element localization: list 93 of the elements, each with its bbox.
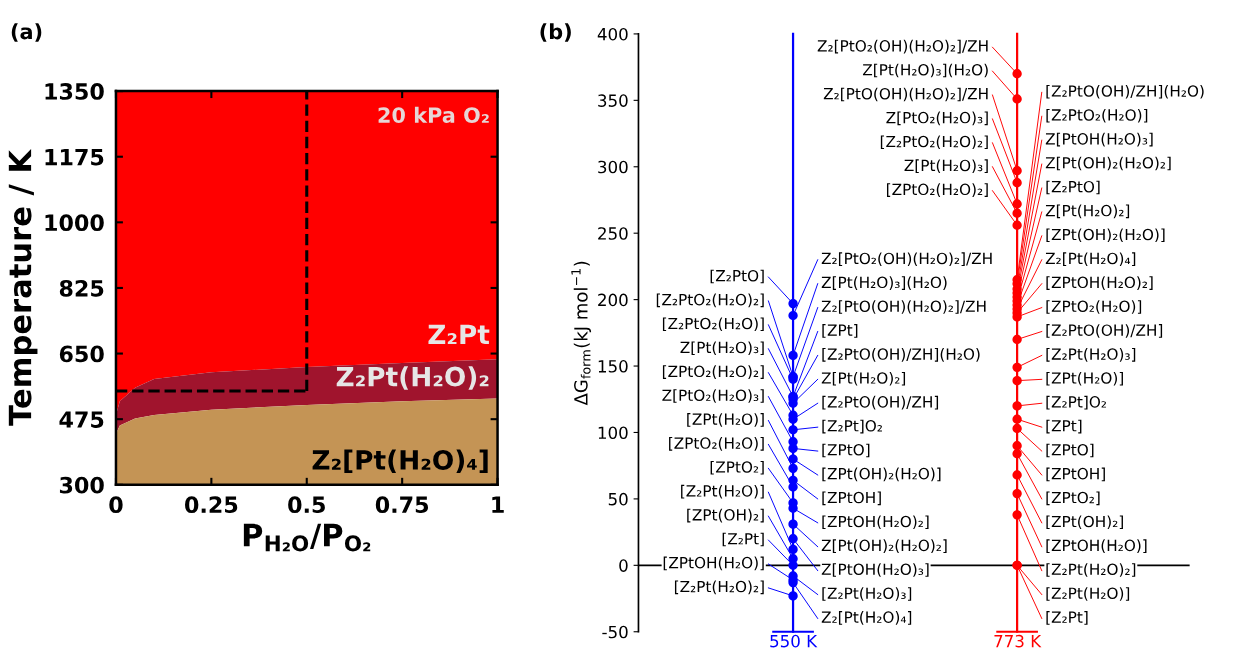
data-label: [ZPt(H₂O)] xyxy=(687,413,764,427)
y-axis-title: ΔG$_{form}$(kJ mol$^{−1}$) xyxy=(571,261,592,406)
data-label: Z[PtO₂(H₂O)₃] xyxy=(662,389,764,403)
data-label: [Z₂Pt(H₂O)₃] xyxy=(822,587,912,601)
data-label: [ZPt(OH)₂] xyxy=(687,508,764,523)
x-tick-label: 0.75 xyxy=(375,496,429,514)
data-label: Z₂[Pt(H₂O)₄] xyxy=(821,611,912,625)
data-label: [Z₂PtO(OH)/ZH] xyxy=(822,395,939,410)
data-label: [Z₂PtO] xyxy=(710,269,764,284)
y-tick-label: 350 xyxy=(598,94,628,107)
data-label: [ZPtOH(H₂O)₂] xyxy=(1046,276,1153,290)
data-label: Z₂[PtO₂(OH)(H₂O)₂]/ZH xyxy=(817,39,988,54)
y-tick-label: 825 xyxy=(59,279,104,297)
data-label: Z₂[PtO₂(OH)(H₂O)₂]/ZH xyxy=(821,252,992,266)
x-tick-label: 0.5 xyxy=(288,496,325,514)
annotation: 20 kPa O₂ xyxy=(378,106,489,123)
data-label: Z[Pt(H₂O)₃](H₂O) xyxy=(862,63,988,78)
data-label: [ZPtO₂(H₂O)] xyxy=(669,437,764,451)
data-label: [Z₂PtO₂(H₂O)₂] xyxy=(880,135,988,150)
y-tick-label: 200 xyxy=(598,293,628,307)
y-tick-label: 1000 xyxy=(45,214,104,232)
y-tick-label: -50 xyxy=(602,625,628,639)
data-label: [Z₂Pt] xyxy=(722,532,764,547)
data-label: Z[Pt(OH)₂(H₂O)₂] xyxy=(1045,156,1171,171)
y-tick-label: 150 xyxy=(598,360,628,373)
data-label: [ZPtO₂(H₂O)₂] xyxy=(886,183,988,197)
data-label: Z[Pt(H₂O)₂] xyxy=(821,371,906,386)
data-label: Z[PtOH(H₂O)₃] xyxy=(821,563,929,577)
data-label: [Z₂PtO] xyxy=(1046,180,1100,195)
y-tick-label: 50 xyxy=(608,492,628,506)
data-label: [Z₂Pt(H₂O)₂] xyxy=(1046,563,1136,577)
data-label: [Z₂PtO(OH)/ZH](H₂O) xyxy=(1046,84,1204,99)
y-axis-title: Temperature / K xyxy=(8,149,38,426)
chart-title: (a) xyxy=(11,23,42,42)
data-label: [ZPt(OH)₂(H₂O)] xyxy=(1046,228,1165,243)
data-label: [Z₂Pt] xyxy=(1046,611,1088,625)
y-tick-label: 300 xyxy=(59,476,104,494)
x-tick-label: 0.25 xyxy=(185,496,238,514)
data-label: [ZPtO₂(H₂O)] xyxy=(1046,300,1142,314)
data-label: [Z₂Pt(H₂O)] xyxy=(1046,587,1130,601)
y-tick-label: 100 xyxy=(598,426,628,440)
data-label: [Z₂PtO(OH)/ZH](H₂O) xyxy=(822,348,980,362)
data-label: [ZPt(OH)₂(H₂O)] xyxy=(822,467,941,482)
data-label: [Z₂PtO₂(H₂O)] xyxy=(662,317,764,332)
data-label: Z[Pt(H₂O)₃](H₂O) xyxy=(821,276,947,290)
data-label: [Z₂PtO(OH)/ZH] xyxy=(1046,324,1163,338)
data-label: Z[PtO₂(H₂O)₃] xyxy=(886,111,988,126)
data-label: Z[Pt(OH)₂(H₂O)₂] xyxy=(821,539,947,553)
y-tick-label: 250 xyxy=(598,227,628,240)
data-label: [ZPtO] xyxy=(822,443,870,458)
data-label: [Z₂PtO₂(H₂O)₂] xyxy=(656,293,764,308)
data-label: [ZPtOH(H₂O)] xyxy=(1046,539,1147,553)
data-label: [ZPt(OH)₂] xyxy=(1046,515,1123,530)
series-label: Z₂Pt xyxy=(428,324,490,345)
data-label: [ZPtOH] xyxy=(822,491,881,506)
data-label: [ZPtOH(H₂O)₂] xyxy=(822,515,929,530)
data-label: [ZPt] xyxy=(822,324,858,338)
y-tick-label: 1175 xyxy=(45,148,104,166)
data-label: [ZPtO] xyxy=(1046,443,1094,458)
data-label: [ZPtOH(H₂O)] xyxy=(663,556,764,571)
data-label: Z[Pt(H₂O)₂] xyxy=(1045,204,1130,219)
y-tick-label: 1350 xyxy=(45,83,104,100)
data-label: [Z₂Pt(H₂O)₃] xyxy=(1046,348,1136,362)
data-label: [Z₂Pt]O₂ xyxy=(822,419,882,434)
data-label: Z₂[PtO(OH)(H₂O)₂]/ZH xyxy=(823,87,988,102)
data-label: [ZPtO₂(H₂O)₂] xyxy=(662,365,764,379)
data-label: [Z₂PtO₂(H₂O)] xyxy=(1046,108,1148,123)
data-label: Z₂[Pt(H₂O)₄] xyxy=(1045,252,1136,266)
data-label: [ZPt(H₂O)] xyxy=(1046,371,1123,386)
y-tick-label: 400 xyxy=(597,27,628,41)
data-label: [ZPtOH] xyxy=(1046,467,1105,482)
data-label: [ZPtO₂] xyxy=(1046,491,1100,506)
y-tick-label: 650 xyxy=(59,345,104,363)
x-tick-label: 773 K xyxy=(994,634,1042,648)
y-tick-label: 475 xyxy=(59,411,104,428)
x-axis-title: P$_{H₂O}$/P$_{O₂}$ xyxy=(243,523,371,552)
data-label: [ZPtO₂] xyxy=(710,460,764,475)
data-label: Z[Pt(H₂O)₃] xyxy=(904,159,988,173)
data-label: Z[PtOH(H₂O)₃] xyxy=(1045,132,1153,147)
data-label: [Z₂Pt(H₂O)] xyxy=(681,484,764,499)
data-label: [ZPt] xyxy=(1046,419,1082,434)
data-label: [Z₂Pt]O₂ xyxy=(1046,395,1107,410)
y-tick-label: 300 xyxy=(598,160,628,174)
series-label: Z₂[Pt(H₂O)₄] xyxy=(312,449,488,474)
y-tick-label: 0 xyxy=(619,559,628,572)
x-tick-label: 1 xyxy=(492,496,504,513)
data-label: Z₂[PtO(OH)(H₂O)₂]/ZH xyxy=(821,300,986,314)
chart-title: (b) xyxy=(540,23,571,42)
x-tick-label: 0 xyxy=(109,496,123,514)
data-label: Z[Pt(H₂O)₃] xyxy=(680,341,764,356)
data-label: [Z₂Pt(H₂O)₂] xyxy=(674,580,764,595)
x-tick-label: 550 K xyxy=(770,634,818,648)
series-label: Z₂Pt(H₂O)₂ xyxy=(336,366,489,390)
